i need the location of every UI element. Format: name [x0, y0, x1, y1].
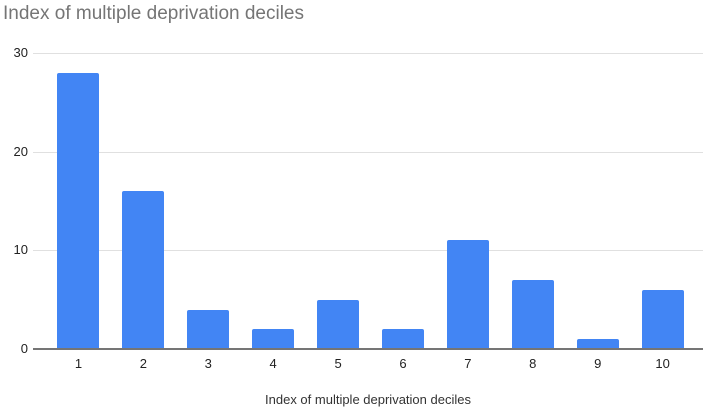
x-axis-title: Index of multiple deprivation deciles: [265, 392, 471, 407]
x-tick-label-8: 8: [529, 356, 537, 371]
gridline-30: [33, 53, 703, 54]
y-tick-label: 30: [13, 45, 28, 60]
bar-decile-5: [317, 299, 360, 349]
x-tick-label-1: 1: [74, 356, 83, 371]
x-tick-label-9: 9: [594, 356, 602, 371]
bar-decile-9: [576, 339, 619, 349]
gridline-20: [33, 151, 703, 153]
bar-decile-6: [381, 329, 424, 349]
bar-decile-8: [511, 279, 554, 349]
x-tick-label-4: 4: [269, 356, 277, 371]
bar-slot-4: [241, 53, 306, 349]
bar-slot-2: [111, 53, 176, 349]
y-tick-label: 20: [13, 143, 28, 159]
bar-slot-9: [565, 53, 630, 349]
x-tick-label-6: 6: [399, 356, 407, 371]
bar-slot-3: [176, 53, 241, 349]
bar-decile-7: [446, 240, 489, 349]
bar-slot-5: [306, 53, 371, 349]
y-tick-label: 0: [20, 341, 28, 356]
bar-slot-7: [435, 53, 500, 349]
x-axis-line: [33, 348, 703, 350]
chart-title: Index of multiple deprivation deciles: [3, 3, 305, 24]
bar-decile-10: [641, 289, 684, 349]
bar-slot-10: [630, 53, 695, 349]
x-tick-label-3: 3: [204, 356, 212, 371]
bar-decile-4: [252, 329, 295, 349]
x-tick-label-2: 2: [139, 356, 147, 371]
y-tick-label: 10: [13, 242, 28, 258]
bars-container: [46, 53, 695, 349]
x-tick-label-7: 7: [464, 356, 472, 371]
bar-slot-6: [371, 53, 436, 349]
bar-slot-1: [46, 53, 111, 349]
bar-decile-1: [57, 72, 100, 349]
plot-area: [33, 53, 703, 350]
bar-decile-3: [187, 309, 230, 349]
bar-slot-8: [500, 53, 565, 349]
x-tick-label-10: 10: [655, 356, 670, 371]
x-tick-label-5: 5: [334, 356, 342, 371]
bar-decile-2: [122, 191, 165, 349]
gridline-10: [33, 250, 703, 252]
y-axis-tick-labels: 0 10 20 30: [0, 0, 28, 416]
x-axis-tick-labels: 1 2 3 4 5 6 7 8 9 10: [46, 356, 695, 371]
